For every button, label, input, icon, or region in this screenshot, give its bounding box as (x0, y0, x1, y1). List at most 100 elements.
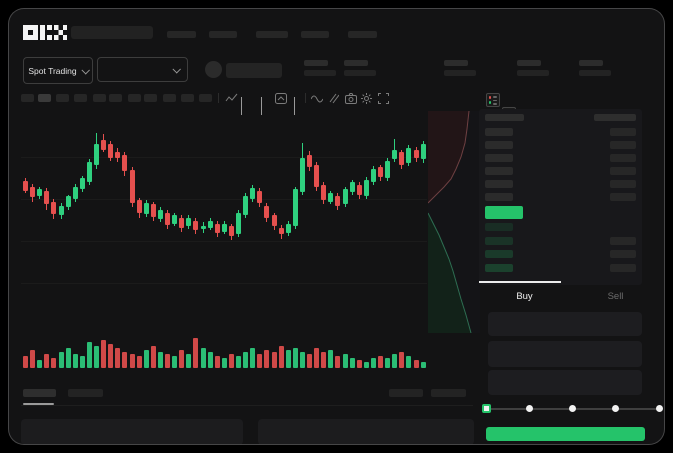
order-book-header-amount (594, 114, 636, 121)
fullscreen-icon[interactable] (378, 93, 389, 104)
candle (342, 189, 348, 205)
timeframe-button[interactable] (93, 94, 106, 102)
order-book-bid-row[interactable] (479, 248, 642, 260)
order-book-ask-row[interactable] (479, 126, 642, 138)
amount-input[interactable] (488, 341, 642, 367)
ask-amount-placeholder (610, 154, 636, 162)
wave-icon[interactable] (311, 94, 323, 103)
candle (115, 152, 121, 158)
volume-bar (115, 347, 121, 368)
bid-price-placeholder (485, 264, 513, 272)
candle (165, 212, 170, 225)
candle (207, 220, 213, 228)
volume-bar (264, 350, 270, 368)
candlestick-chart[interactable] (21, 111, 427, 333)
slider-handle[interactable] (481, 404, 491, 413)
price-input[interactable] (488, 312, 642, 336)
volume-bar (30, 350, 36, 368)
nav-item-placeholder[interactable] (301, 31, 329, 38)
layers-icon[interactable] (328, 93, 339, 104)
order-book-ask-row[interactable] (479, 139, 642, 151)
candle (79, 178, 85, 190)
stat-value-placeholder (344, 70, 376, 76)
timeframe-button[interactable] (109, 94, 122, 102)
nav-item-placeholder[interactable] (256, 31, 288, 38)
tab-sell[interactable]: Sell (570, 285, 661, 307)
indicators-icon[interactable] (275, 93, 287, 104)
candle (51, 201, 57, 214)
candle (86, 161, 92, 183)
search-placeholder[interactable] (71, 26, 153, 39)
nav-item-placeholder[interactable] (209, 31, 237, 38)
tab-sell-label: Sell (607, 290, 624, 302)
candle (299, 157, 305, 193)
orders-panel-placeholder (21, 419, 243, 444)
timeframe-button[interactable] (74, 94, 87, 102)
order-book-bid-row[interactable] (479, 262, 642, 274)
buy-button[interactable] (486, 427, 645, 441)
volume-bar (94, 346, 99, 368)
total-input[interactable] (488, 370, 642, 395)
pair-dropdown[interactable] (97, 57, 188, 82)
timeframe-button[interactable] (144, 94, 157, 102)
volume-bar (299, 352, 305, 368)
stat-label-placeholder (444, 60, 468, 66)
okx-logo[interactable] (23, 25, 67, 41)
timeframe-button[interactable] (163, 94, 176, 102)
gear-icon[interactable] (361, 93, 372, 104)
coin-avatar (205, 61, 222, 78)
candle (214, 223, 220, 234)
volume-bar (79, 356, 85, 368)
candle (314, 164, 320, 187)
slider-stop[interactable] (655, 405, 663, 412)
candle-type-icon[interactable] (225, 93, 238, 104)
volume-bar (243, 352, 249, 368)
order-book-bid-row[interactable] (479, 221, 642, 233)
nav-item-placeholder[interactable] (348, 31, 377, 38)
candle (150, 204, 156, 217)
bottom-action-placeholder[interactable] (389, 389, 423, 397)
candle (328, 193, 334, 202)
slider-stop[interactable] (612, 405, 620, 412)
market-type-dropdown[interactable]: Spot Trading (23, 57, 93, 84)
candle (72, 186, 78, 199)
candle (378, 167, 383, 177)
volume-bar (292, 347, 298, 368)
candle (101, 139, 107, 150)
volume-bar (285, 350, 291, 368)
bottom-action-placeholder[interactable] (431, 389, 466, 397)
slider-stop[interactable] (569, 405, 576, 412)
last-price-pill[interactable] (485, 206, 523, 219)
book-both-icon[interactable] (486, 93, 500, 107)
tab-buy[interactable]: Buy (479, 285, 570, 307)
order-book-ask-row[interactable] (479, 165, 642, 177)
nav-item-placeholder[interactable] (167, 31, 196, 38)
order-book-bid-row[interactable] (479, 235, 642, 247)
order-book-ask-row[interactable] (479, 152, 642, 164)
volume-bar (399, 352, 405, 368)
timeframe-button[interactable] (199, 94, 212, 102)
stat-label-placeholder (579, 60, 603, 66)
volume-bar (406, 356, 412, 368)
divider (218, 93, 219, 103)
candle (363, 179, 369, 197)
ask-amount-placeholder (610, 193, 636, 201)
order-book-ask-row[interactable] (479, 191, 642, 203)
timeframe-button[interactable] (128, 94, 141, 102)
order-book-ask-row[interactable] (479, 178, 642, 190)
bottom-tab-active[interactable] (23, 389, 56, 397)
camera-icon[interactable] (345, 93, 357, 104)
ask-amount-placeholder (610, 167, 636, 175)
timeframe-button[interactable] (181, 94, 194, 102)
timeframe-button[interactable] (56, 94, 69, 102)
timeframe-button[interactable] (38, 94, 51, 102)
orders-panel-placeholder (258, 419, 474, 444)
timeframe-button[interactable] (21, 94, 34, 102)
volume-bar (328, 350, 334, 368)
volume-bar (129, 353, 135, 368)
slider-stop[interactable] (525, 405, 533, 412)
pair-name-placeholder (226, 63, 282, 78)
candle (264, 205, 270, 219)
chevron-down-icon (81, 65, 90, 75)
bottom-tab[interactable] (68, 389, 103, 397)
